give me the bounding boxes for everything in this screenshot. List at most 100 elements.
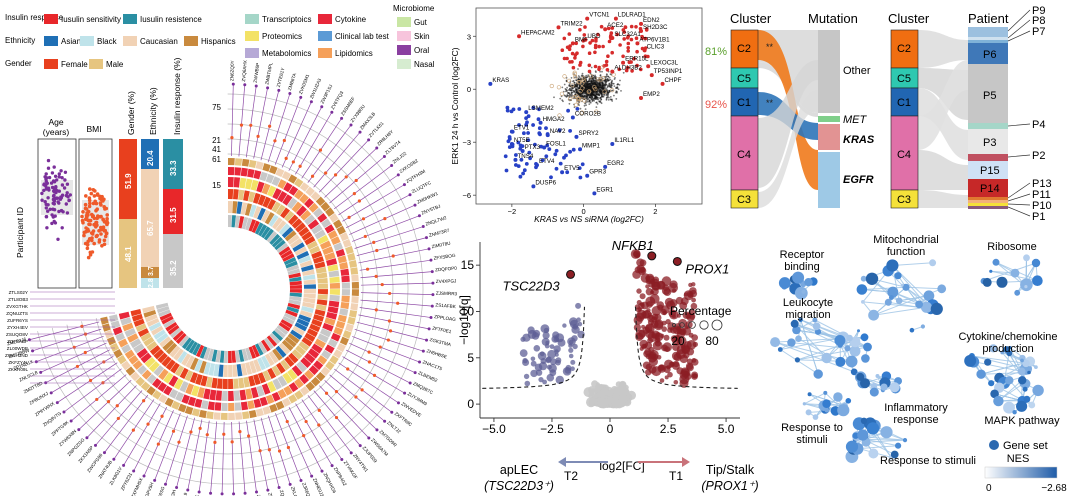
up-gene-label: EMP2 <box>643 91 660 98</box>
bmi-dot <box>99 232 103 236</box>
participant-spoke <box>133 406 168 472</box>
spoke-end-dot <box>402 183 406 187</box>
spoke-end-dot <box>243 83 247 87</box>
participant-spoke <box>176 417 195 488</box>
down-gene-point <box>531 184 536 189</box>
network-node <box>792 325 801 335</box>
network-node <box>988 380 995 387</box>
network-node <box>937 284 947 294</box>
participant-spoke <box>281 101 312 168</box>
bg-point <box>591 98 593 101</box>
up-point <box>692 341 698 348</box>
heatmap-cell <box>141 369 152 380</box>
heatmap-cell <box>289 284 302 289</box>
scatter-cloud <box>503 24 650 180</box>
heatmap-cell <box>169 345 181 358</box>
heatmap-cell <box>208 363 216 376</box>
heatmap-cell <box>339 262 349 270</box>
down-point <box>555 357 562 364</box>
heatmap-cell <box>115 332 126 342</box>
bmi-radial-dot <box>386 338 390 342</box>
legend-swatch-hispanics <box>184 36 198 46</box>
heatmap-cell <box>132 360 143 370</box>
heatmap-cell <box>319 240 332 250</box>
spoke-end-dot <box>277 88 281 92</box>
up-point <box>641 324 646 329</box>
heatmap-cell <box>247 400 255 410</box>
heatmap-cell <box>239 177 247 189</box>
up-point <box>667 322 676 331</box>
legend-label-omics-3: Clinical lab test <box>335 32 390 41</box>
heatmap-cell <box>265 173 275 184</box>
down-gene-point <box>542 145 547 150</box>
heatmap-cell <box>148 361 160 373</box>
down-gene-point <box>513 157 518 162</box>
heatmap-cell <box>310 191 321 201</box>
heatmap-cell <box>213 363 220 377</box>
age-dot <box>62 186 67 190</box>
gender-female-segment <box>119 139 137 219</box>
bg-point <box>578 84 581 87</box>
age-box-frame <box>37 138 77 289</box>
header-cluster-1: Cluster <box>730 11 772 26</box>
bg-point <box>590 79 592 82</box>
age-dot <box>51 207 55 211</box>
down-point <box>547 147 552 152</box>
heatmap-cell <box>328 300 340 308</box>
heatmap-cell <box>287 333 300 344</box>
heatmap-cell <box>240 202 248 215</box>
network-edge <box>983 262 1037 282</box>
legend-swatch-omics-1 <box>318 14 332 24</box>
network-node <box>880 426 893 439</box>
participant-id-labels: ZN6ZQ0Y ZVQ6AHX ZWWB6P ZWBTMPL ZVTE61Y ZMB8TA… <box>5 60 458 496</box>
heatmap-cell <box>280 249 293 259</box>
network-node <box>777 347 783 352</box>
heatmap-cell <box>143 336 155 347</box>
d-xtick-label: −5.0 <box>482 422 506 436</box>
heatmap-cell <box>168 375 179 387</box>
heatmap-cell <box>156 333 169 344</box>
down-point <box>565 170 570 175</box>
heatmap-cell <box>121 344 132 354</box>
bmi-radial-dot <box>205 433 209 437</box>
legend-swatch-black <box>80 36 94 46</box>
left-caption-sub: (TSC22D3⁺) <box>484 479 554 493</box>
bmi-radial-dot <box>277 449 282 453</box>
other-point <box>567 96 573 101</box>
down-point <box>544 126 548 130</box>
spoke-end-dot <box>266 488 270 492</box>
bg-point <box>578 104 580 106</box>
heatmap-cell <box>131 313 143 322</box>
heatmap-cell <box>266 231 278 243</box>
heatmap-cell <box>185 355 195 369</box>
down-gene-point <box>603 164 608 169</box>
up-point <box>570 51 575 56</box>
cluster-c1-label: C1 <box>737 97 751 109</box>
network-node <box>902 438 908 443</box>
patient-p14-bar <box>968 179 1008 197</box>
threshold-curve-left <box>482 306 586 389</box>
participant-spoke <box>198 420 210 493</box>
up-point <box>574 41 578 46</box>
bg-point <box>579 93 581 95</box>
heatmap-cell <box>253 359 262 373</box>
up-point <box>597 44 601 49</box>
gender-male-value: 48.1 <box>124 246 133 262</box>
participant-id-label: ZKLCTQK <box>290 486 301 496</box>
bmi-radial-dot <box>334 389 339 394</box>
age-dot <box>45 226 49 230</box>
heatmap-cell <box>233 177 241 188</box>
bmi-radial-dot <box>344 175 348 179</box>
up-gene-label: ACE2 <box>607 22 624 29</box>
down-point <box>569 317 578 326</box>
up-point <box>587 63 592 68</box>
other-point <box>572 71 577 77</box>
bmi-dot <box>101 199 105 203</box>
heatmap-cell <box>253 205 262 219</box>
mito-line2: function <box>887 246 926 258</box>
participant-id-label: ZDQFOP0 <box>435 266 457 273</box>
patient-p11-bar <box>968 200 1008 203</box>
heatmap-cell <box>113 349 123 359</box>
bg-point <box>568 84 570 87</box>
heatmap-cell <box>240 363 248 376</box>
